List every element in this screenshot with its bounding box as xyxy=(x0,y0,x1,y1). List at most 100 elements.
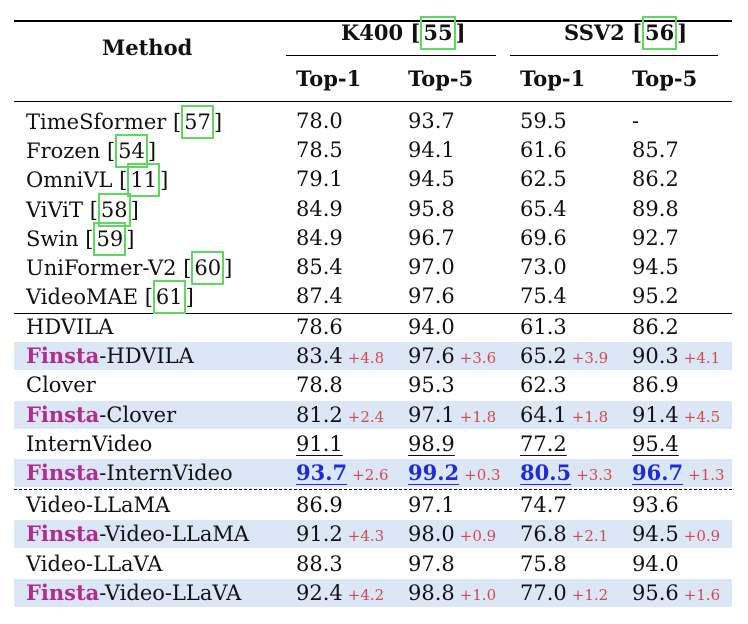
finsta-value-text: 96.7 xyxy=(632,460,684,485)
value-text: 88.3 xyxy=(296,551,343,576)
value-text: 86.2 xyxy=(632,315,679,339)
base-value: 78.6 xyxy=(296,313,343,341)
citation-ref[interactable]: 54 xyxy=(115,134,148,169)
k400-top5-value: 96.7 xyxy=(408,225,455,250)
method-name-text: Swin xyxy=(26,226,79,251)
base-value: 98.9 xyxy=(408,430,455,458)
finsta-method-name: Finsta-HDVILA xyxy=(26,342,194,370)
base-value: 93.6 xyxy=(632,491,679,519)
finsta-value: 98.8 +1.0 xyxy=(408,579,496,609)
finsta-prefix: Finsta xyxy=(26,343,100,369)
finsta-row-highlight xyxy=(14,400,732,429)
finsta-prefix: Finsta xyxy=(26,521,100,547)
finsta-prefix: Finsta xyxy=(26,401,100,427)
value-text: 78.8 xyxy=(296,373,343,398)
gain-value: +1.3 xyxy=(688,466,725,484)
ssv2-top1-value: 62.5 xyxy=(520,167,567,192)
gain-value: +1.0 xyxy=(459,585,497,604)
k400-top5-value: 94.5 xyxy=(408,167,455,192)
finsta-value-text: 64.1 xyxy=(520,402,567,427)
citation-ref[interactable]: 61 xyxy=(152,280,186,315)
baseline-method-name: TimeSformer [57] xyxy=(26,105,222,139)
citation-ref[interactable]: 11 xyxy=(127,163,161,198)
gain-value: +3.9 xyxy=(571,349,609,368)
finsta-method-name: Finsta-Video-LLaVA xyxy=(26,579,241,607)
finsta-value: 91.4 +4.5 xyxy=(632,401,720,431)
finsta-value-text: 80.5 xyxy=(520,460,572,485)
base-value: 77.2 xyxy=(520,430,567,458)
value-text: 86.9 xyxy=(296,493,343,518)
base-value: 74.7 xyxy=(520,491,567,519)
gain-value: +4.2 xyxy=(347,585,385,604)
dashed-rule xyxy=(14,489,732,490)
finsta-suffix: -HDVILA xyxy=(99,344,194,369)
value-text: 93.6 xyxy=(632,493,679,518)
finsta-prefix: Finsta xyxy=(26,579,100,605)
value-text: 97.8 xyxy=(408,551,455,576)
gain-value: +3.6 xyxy=(459,349,497,368)
method-name-text: UniFormer-V2 xyxy=(26,256,177,280)
value-text: 62.3 xyxy=(520,373,567,398)
value-text: 97.1 xyxy=(408,493,455,518)
ssv2-ref[interactable]: 56 xyxy=(642,16,678,50)
value-text: 94.0 xyxy=(632,551,679,576)
base-value: 95.3 xyxy=(408,371,455,399)
baseline-method-name: Swin [59] xyxy=(26,221,134,256)
finsta-value-text: 98.8 xyxy=(408,580,455,605)
ssv2-top5-header: Top-5 xyxy=(632,66,698,91)
citation-ref[interactable]: 58 xyxy=(97,192,131,227)
method-name-text: ViViT xyxy=(26,197,84,222)
ssv2-top5-value: 85.7 xyxy=(632,138,679,163)
gain-value: +4.1 xyxy=(683,349,721,368)
finsta-value: 90.3 +4.1 xyxy=(632,342,720,372)
finsta-suffix: -Clover xyxy=(99,402,177,427)
finsta-value-text: 65.2 xyxy=(520,344,567,369)
base-method-name: Clover xyxy=(26,373,96,398)
finsta-value-text: 99.2 xyxy=(408,460,460,485)
value-text: 95.4 xyxy=(632,431,679,456)
finsta-value: 81.2 +2.4 xyxy=(296,401,384,431)
value-text: 95.3 xyxy=(408,373,455,398)
finsta-value: 95.6 +1.6 xyxy=(632,579,720,609)
finsta-value-text: 90.3 xyxy=(632,344,679,369)
ssv2-cmidrule xyxy=(510,55,718,56)
ssv2-top1-value: 69.6 xyxy=(520,225,567,250)
ssv2-top1-header: Top-1 xyxy=(520,66,586,91)
citation-ref[interactable]: 60 xyxy=(191,251,225,285)
finsta-value-text: 94.5 xyxy=(632,522,679,547)
k400-top1-value: 85.4 xyxy=(296,255,343,279)
citation-ref[interactable]: 57 xyxy=(181,105,214,139)
base-method-name: Video-LLaMA xyxy=(26,493,171,518)
gain-value: +0.9 xyxy=(459,527,497,546)
value-text: 91.1 xyxy=(296,431,343,456)
ssv2-top1-value: 65.4 xyxy=(520,196,567,221)
finsta-prefix: Finsta xyxy=(26,460,100,485)
gain-value: +1.2 xyxy=(571,585,609,604)
k400-top5-value: 97.0 xyxy=(408,255,455,279)
value-text: 61.3 xyxy=(520,315,567,339)
finsta-value: 97.6 +3.6 xyxy=(408,342,496,372)
k400-header: K400 [55] xyxy=(341,16,466,50)
value-text: 75.8 xyxy=(520,551,567,576)
ssv2-top5-value: 86.2 xyxy=(632,167,679,192)
finsta-value-text: 77.0 xyxy=(520,580,567,605)
k400-top1-value: 84.9 xyxy=(296,225,343,250)
baseline-method-name: ViViT [58] xyxy=(26,192,139,227)
base-value: 94.0 xyxy=(408,313,455,341)
base-method-name: Video-LLaVA xyxy=(26,551,163,576)
base-value: 62.3 xyxy=(520,371,567,399)
k400-top5-header: Top-5 xyxy=(408,66,474,91)
citation-ref[interactable]: 59 xyxy=(93,221,127,256)
base-value: 78.8 xyxy=(296,371,343,399)
finsta-value: 77.0 +1.2 xyxy=(520,579,608,609)
finsta-value-text: 83.4 xyxy=(296,344,343,369)
ssv2-top1-value: 73.0 xyxy=(520,255,567,279)
base-value: 75.8 xyxy=(520,550,567,578)
k400-top1-value: 84.9 xyxy=(296,196,343,221)
method-name-text: TimeSformer xyxy=(26,110,167,134)
base-value: 97.8 xyxy=(408,550,455,578)
finsta-value: 99.2 +0.3 xyxy=(408,459,501,489)
finsta-value-text: 76.8 xyxy=(520,522,567,547)
ssv2-top5-value: 92.7 xyxy=(632,225,679,250)
k400-ref[interactable]: 55 xyxy=(420,16,456,50)
